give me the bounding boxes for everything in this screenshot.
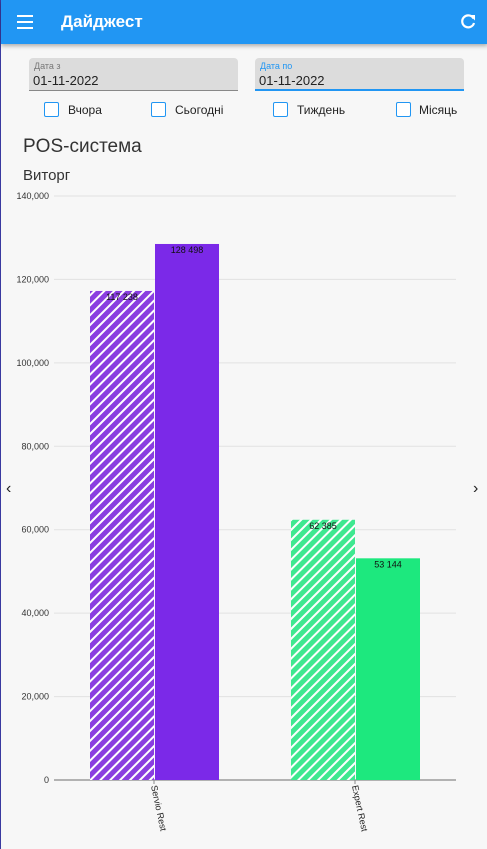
checkbox-yesterday[interactable] [44,102,59,117]
y-tick-label: 120,000 [16,274,49,284]
refresh-icon[interactable] [458,12,478,32]
period-filter-row: Вчора Сьогодні Тиждень Місяць [1,102,487,120]
bar [90,290,154,780]
date-to-label: Дата по [260,61,293,71]
y-tick-label: 0 [44,775,49,785]
date-from-label: Дата з [34,61,61,71]
checkbox-month-label: Місяць [419,103,458,117]
bar-value-label: 117 238 [106,292,138,302]
y-tick-label: 140,000 [16,191,49,201]
bar-value-label: 62 385 [309,521,337,531]
bar-value-label: 128 498 [171,245,204,255]
y-tick-label: 80,000 [21,441,49,451]
checkbox-yesterday-label: Вчора [68,103,102,117]
chart-subtitle: Виторг [23,167,71,184]
checkbox-month[interactable] [396,102,411,117]
x-tick-label: Expert Rest [350,784,370,833]
date-from-input[interactable] [33,73,203,88]
next-chart-arrow-icon[interactable]: › [473,480,479,497]
date-to-input[interactable] [259,73,429,88]
prev-chart-arrow-icon[interactable]: ‹ [6,480,12,497]
revenue-bar-chart: 0 20,000 40,000 60,000 80,000 100,000 120,000 1… [16,191,456,833]
y-tick-label: 60,000 [21,525,49,535]
section-title: POS-система [23,136,142,157]
bar [291,519,355,780]
app-title: Дайджест [61,12,143,31]
bar [356,558,420,780]
checkbox-today-label: Сьогодні [175,103,224,117]
bar-value-label: 53 144 [374,559,402,569]
y-tick-label: 100,000 [16,358,49,368]
checkbox-week-label: Тиждень [297,103,346,117]
app-bar: Дайджест [1,0,487,44]
y-tick-label: 20,000 [21,692,49,702]
y-tick-label: 40,000 [21,608,49,618]
menu-icon[interactable] [15,12,37,32]
x-tick-label: Servio Rest [149,784,169,832]
checkbox-today[interactable] [151,102,166,117]
bar [155,243,219,781]
date-to-field[interactable]: Дата по [255,58,464,91]
date-from-field[interactable]: Дата з [29,58,238,91]
checkbox-week[interactable] [273,102,288,117]
